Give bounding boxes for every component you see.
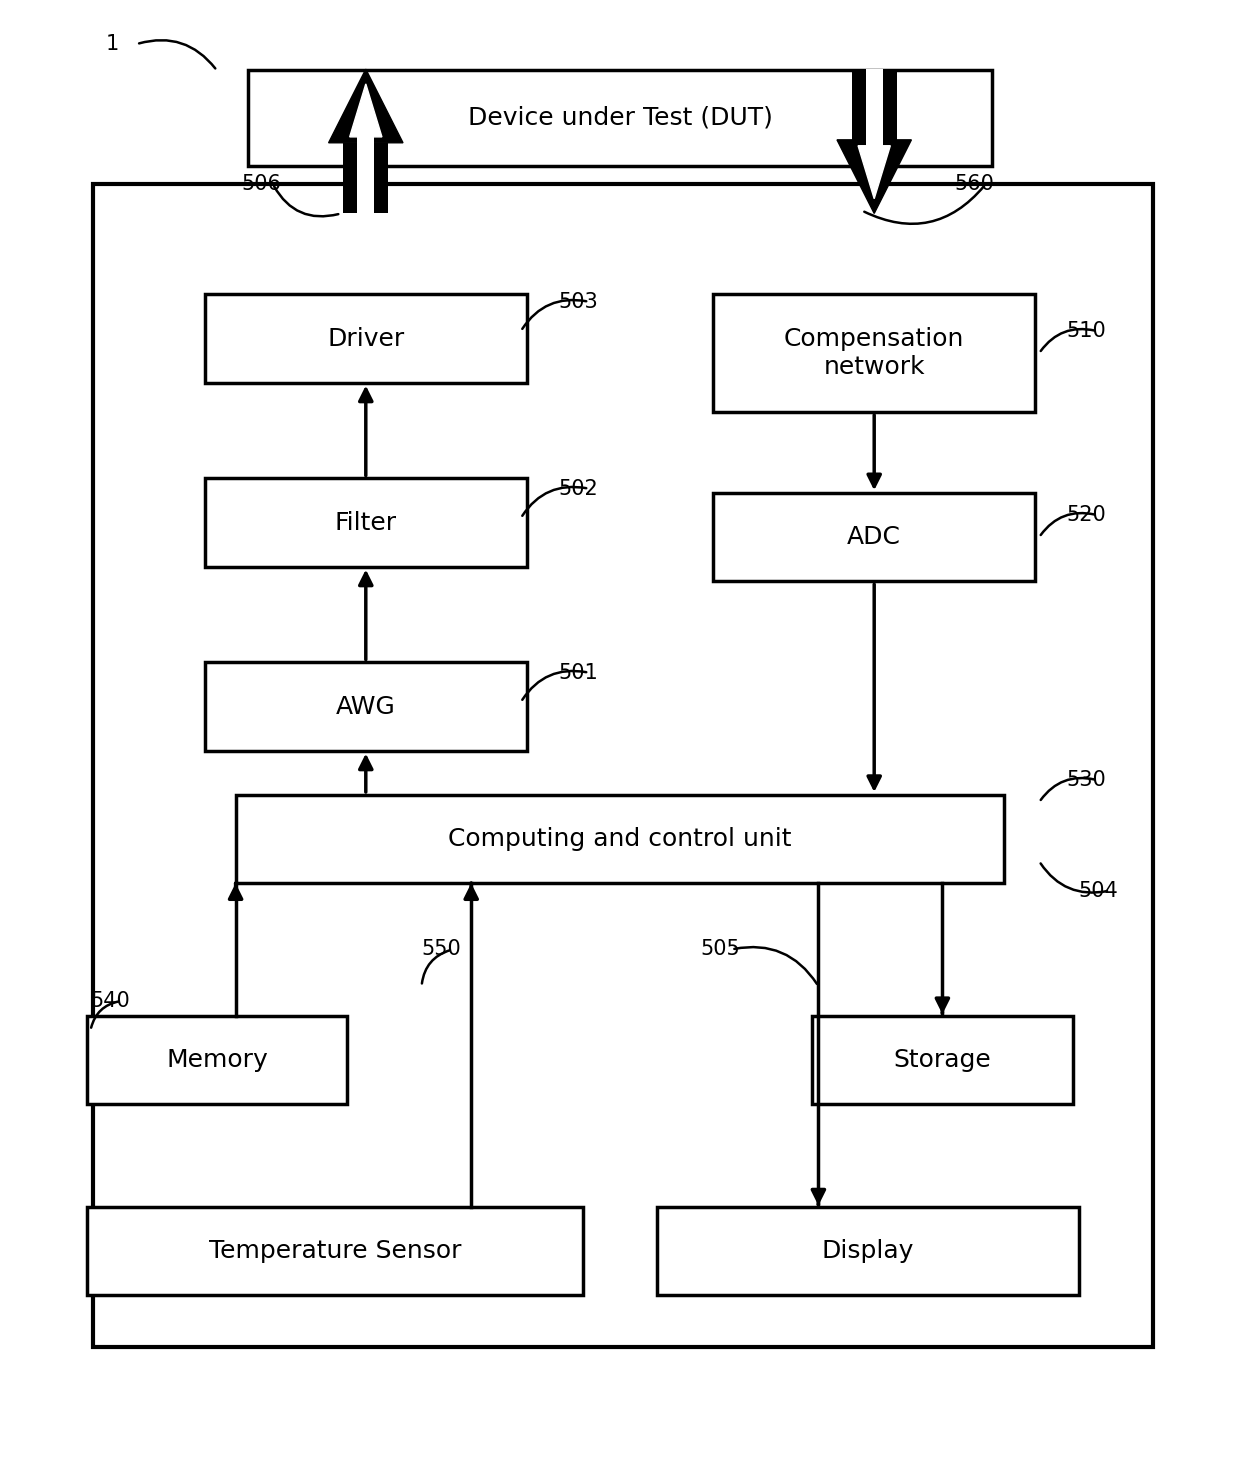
Bar [248,69,992,165]
Bar [713,294,1035,412]
Bar [343,143,388,213]
Text: 504: 504 [1079,880,1118,901]
Bar [205,478,527,567]
Bar [713,493,1035,581]
Text: 505: 505 [701,939,740,960]
Text: 510: 510 [1066,321,1106,342]
Text: 530: 530 [1066,770,1106,790]
Text: 501: 501 [558,662,598,683]
Text: 550: 550 [422,939,461,960]
Bar [812,1016,1073,1104]
Bar [205,294,527,383]
Text: Display: Display [822,1239,914,1263]
Text: Computing and control unit: Computing and control unit [448,827,792,851]
Text: 502: 502 [558,478,598,499]
Text: Temperature Sensor: Temperature Sensor [208,1239,461,1263]
Text: Memory: Memory [166,1048,268,1072]
Polygon shape [837,140,911,213]
Text: Device under Test (DUT): Device under Test (DUT) [467,106,773,130]
Bar [205,662,527,751]
Bar [852,69,897,140]
Text: Driver: Driver [327,327,404,350]
Text: Compensation
network: Compensation network [784,327,965,380]
Text: 560: 560 [955,174,994,194]
Bar [93,184,1153,1347]
Text: Storage: Storage [894,1048,991,1072]
Text: 503: 503 [558,291,598,312]
Text: 506: 506 [242,174,281,194]
Text: Filter: Filter [335,511,397,534]
Polygon shape [329,69,403,143]
Polygon shape [350,84,382,137]
Text: ADC: ADC [847,526,901,549]
Bar [87,1207,583,1295]
Text: 540: 540 [91,991,130,1011]
Bar [236,795,1004,883]
Bar [357,135,374,213]
Text: AWG: AWG [336,695,396,718]
Bar [866,69,883,147]
Bar [657,1207,1079,1295]
Text: 520: 520 [1066,505,1106,526]
Polygon shape [858,146,890,199]
Bar [87,1016,347,1104]
Text: 1: 1 [105,34,119,54]
